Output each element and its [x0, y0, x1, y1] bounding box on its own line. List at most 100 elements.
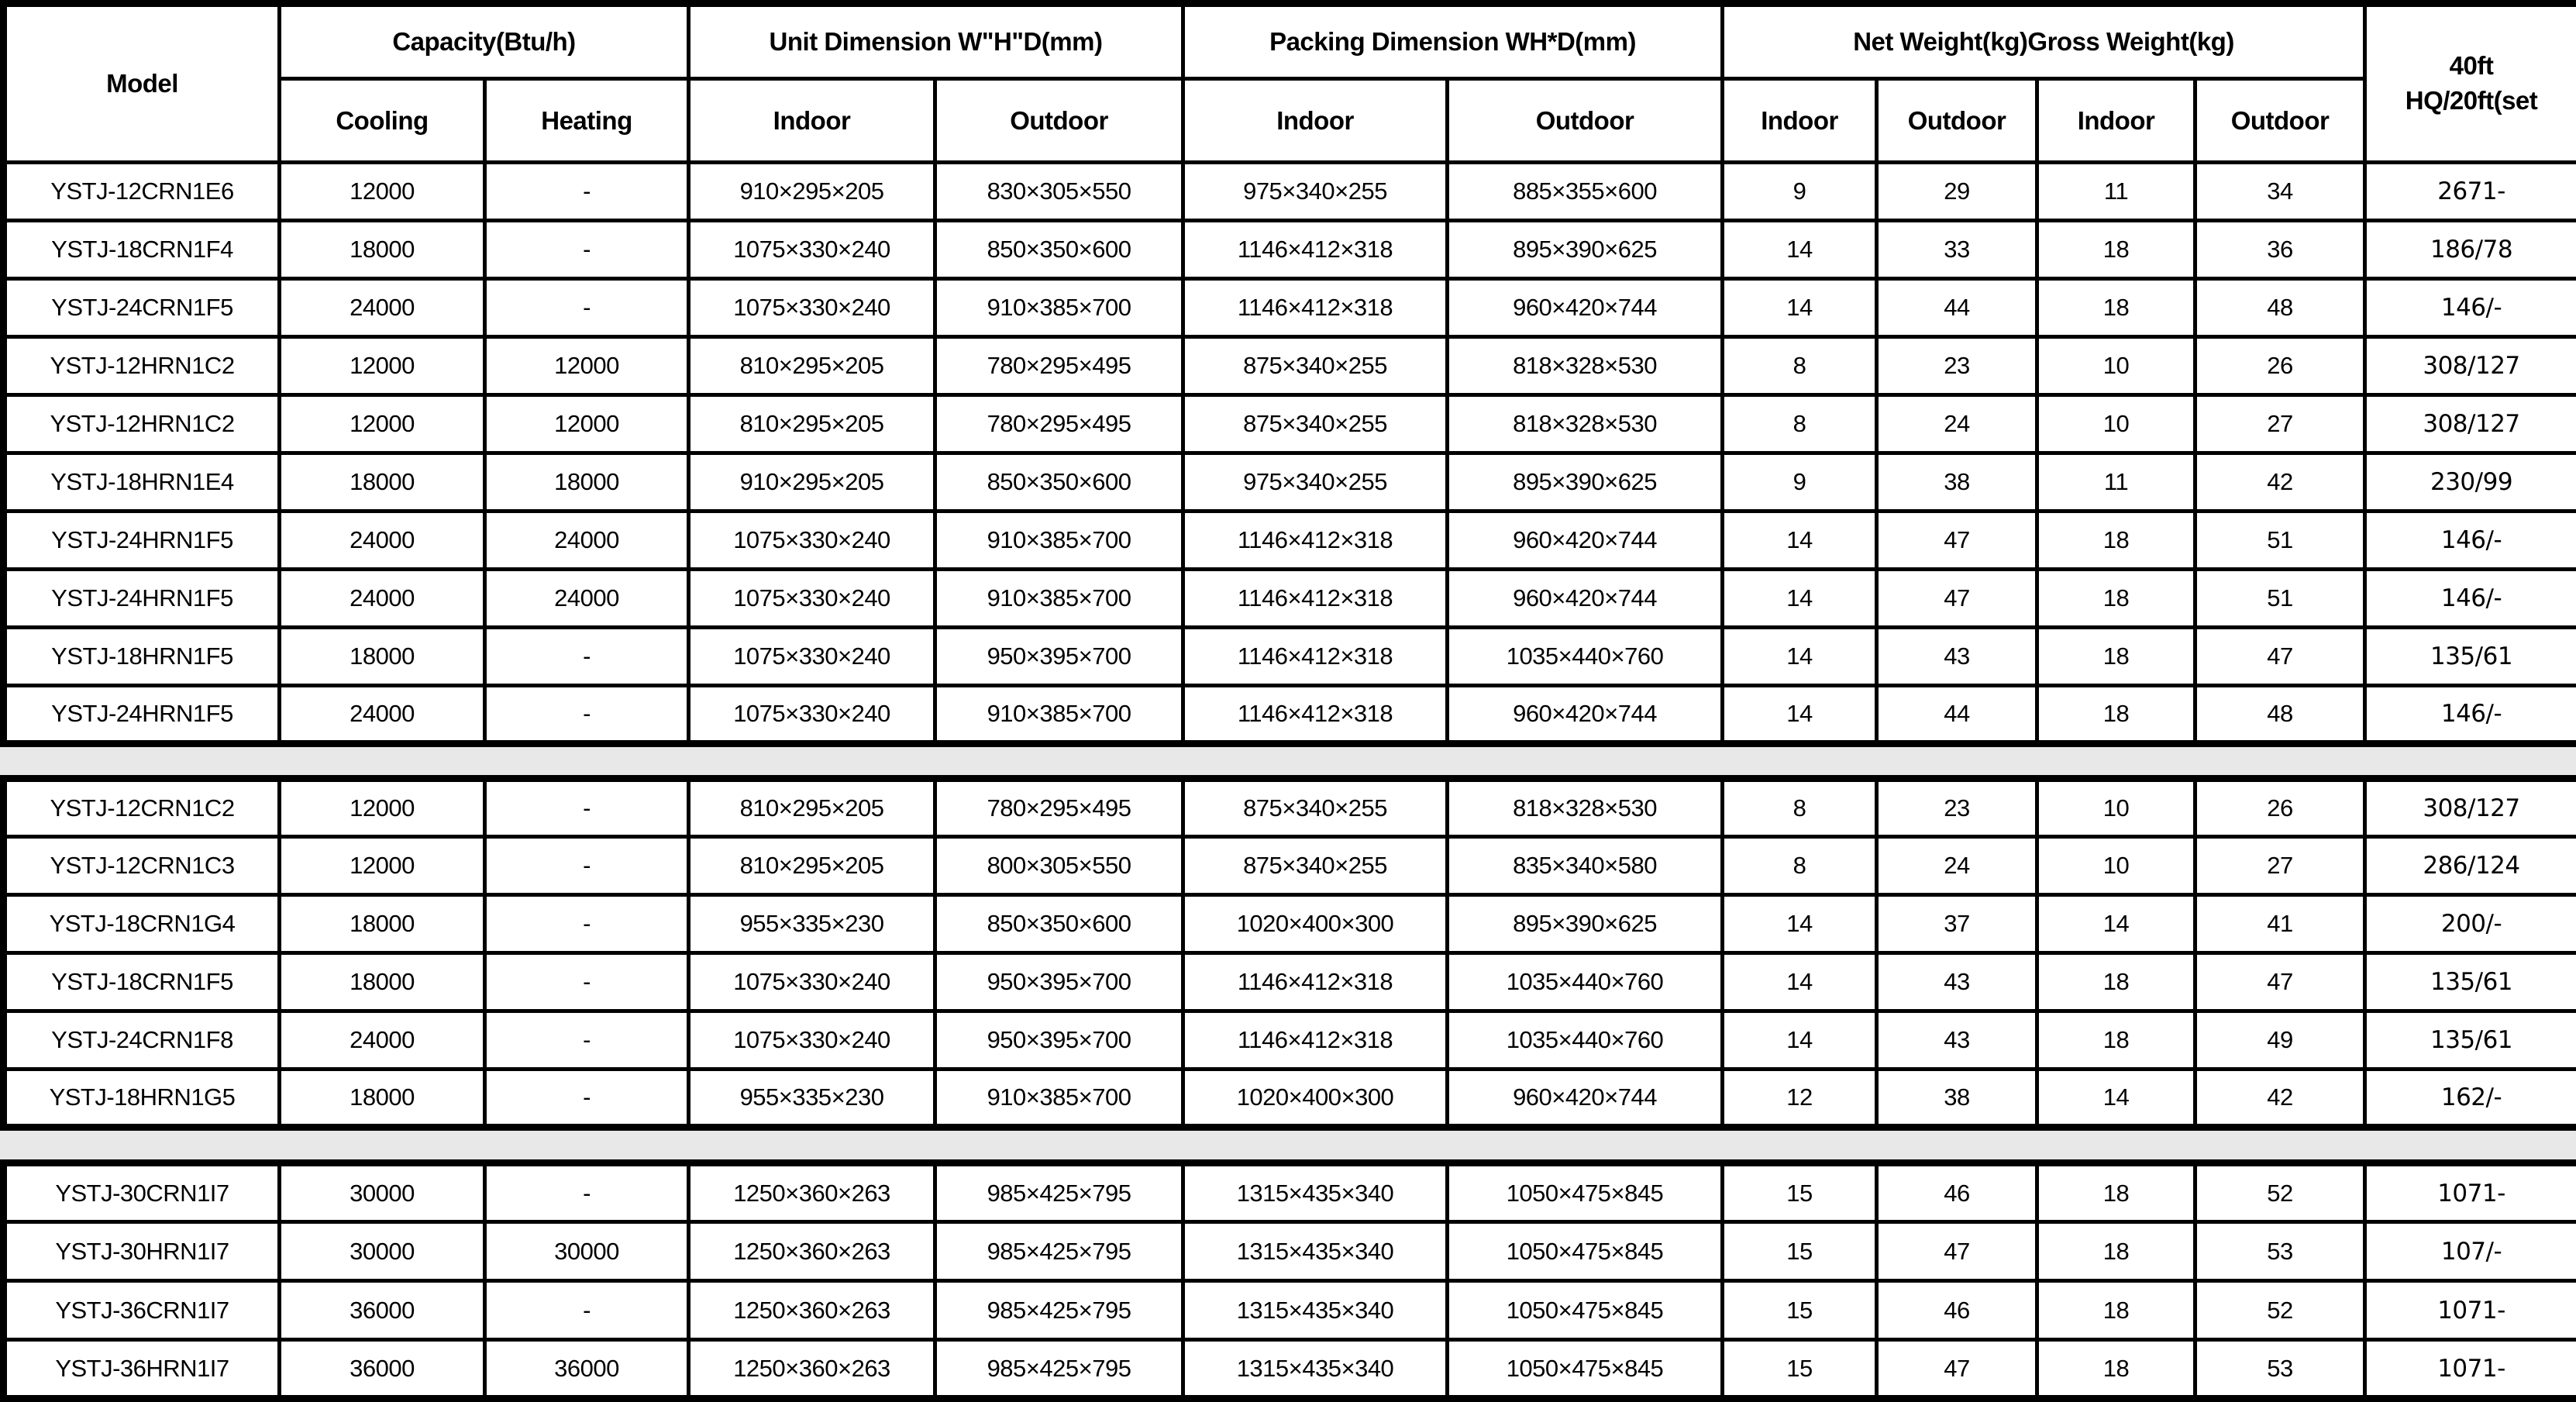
cell-unit-outdoor: 950×395×700 — [935, 953, 1183, 1011]
cell-gross-weight-indoor: 14 — [2037, 1070, 2195, 1128]
cell-net-weight-outdoor: 24 — [1877, 395, 2037, 453]
cell-model: YSTJ-24HRN1F5 — [4, 512, 280, 570]
cell-unit-outdoor: 910×385×700 — [935, 512, 1183, 570]
cell-net-weight-indoor: 15 — [1723, 1340, 1877, 1399]
cell-net-weight-indoor: 14 — [1723, 895, 1877, 953]
cell-packing-indoor: 1146×412×318 — [1183, 1011, 1448, 1070]
cell-container-qty: 286/124 — [2365, 837, 2576, 895]
cell-container-qty: 162/- — [2365, 1070, 2576, 1128]
cell-gross-weight-indoor: 11 — [2037, 163, 2195, 221]
cell-gross-weight-indoor: 10 — [2037, 779, 2195, 837]
cell-container-qty: 1071- — [2365, 1340, 2576, 1399]
cell-heating: - — [485, 895, 689, 953]
cell-model: YSTJ-12CRN1C3 — [4, 837, 280, 895]
header-sub-row: Cooling Heating Indoor Outdoor Indoor Ou… — [4, 79, 2576, 163]
cell-model: YSTJ-12CRN1E6 — [4, 163, 280, 221]
cell-cooling: 18000 — [280, 453, 485, 512]
cell-packing-outdoor: 818×328×530 — [1448, 395, 1723, 453]
cell-gross-weight-outdoor: 27 — [2195, 395, 2365, 453]
cell-unit-outdoor: 780×295×495 — [935, 337, 1183, 395]
cell-gross-weight-outdoor: 53 — [2195, 1222, 2365, 1281]
cell-container-qty: 308/127 — [2365, 779, 2576, 837]
cell-gross-weight-indoor: 18 — [2037, 279, 2195, 337]
header-model: Model — [4, 4, 280, 163]
cell-heating: - — [485, 837, 689, 895]
cell-container-qty: 308/127 — [2365, 337, 2576, 395]
cell-net-weight-outdoor: 23 — [1877, 337, 2037, 395]
cell-model: YSTJ-24CRN1F8 — [4, 1011, 280, 1070]
cell-gross-weight-indoor: 18 — [2037, 1163, 2195, 1222]
header-group-row: Model Capacity(Btu/h) Unit Dimension W"H… — [4, 4, 2576, 79]
cell-unit-outdoor: 950×395×700 — [935, 1011, 1183, 1070]
cell-gross-weight-indoor: 14 — [2037, 895, 2195, 953]
cell-heating: - — [485, 1163, 689, 1222]
cell-packing-indoor: 975×340×255 — [1183, 453, 1448, 512]
cell-unit-outdoor: 850×350×600 — [935, 895, 1183, 953]
cell-net-weight-indoor: 14 — [1723, 686, 1877, 744]
cell-cooling: 18000 — [280, 895, 485, 953]
cell-packing-outdoor: 818×328×530 — [1448, 337, 1723, 395]
cell-model: YSTJ-18CRN1F4 — [4, 221, 280, 279]
cell-container-qty: 146/- — [2365, 570, 2576, 628]
cell-unit-outdoor: 985×425×795 — [935, 1281, 1183, 1340]
cell-container-qty: 135/61 — [2365, 953, 2576, 1011]
cell-gross-weight-indoor: 18 — [2037, 953, 2195, 1011]
cell-net-weight-indoor: 15 — [1723, 1163, 1877, 1222]
cell-container-qty: 200/- — [2365, 895, 2576, 953]
cell-container-qty: 308/127 — [2365, 395, 2576, 453]
cell-model: YSTJ-24HRN1F5 — [4, 570, 280, 628]
cell-gross-weight-outdoor: 42 — [2195, 453, 2365, 512]
cell-unit-indoor: 955×335×230 — [689, 895, 935, 953]
cell-packing-indoor: 1315×435×340 — [1183, 1222, 1448, 1281]
cell-net-weight-outdoor: 44 — [1877, 686, 2037, 744]
cell-heating: - — [485, 686, 689, 744]
cell-packing-indoor: 1146×412×318 — [1183, 512, 1448, 570]
cell-heating: - — [485, 279, 689, 337]
container-qty-line2: HQ/20ft(set — [2367, 84, 2576, 119]
cell-model: YSTJ-18HRN1E4 — [4, 453, 280, 512]
cell-heating: - — [485, 779, 689, 837]
cell-unit-outdoor: 910×385×700 — [935, 279, 1183, 337]
cell-heating: 18000 — [485, 453, 689, 512]
cell-model: YSTJ-18CRN1F5 — [4, 953, 280, 1011]
cell-packing-outdoor: 1050×475×845 — [1448, 1163, 1723, 1222]
cell-model: YSTJ-30CRN1I7 — [4, 1163, 280, 1222]
cell-heating: 24000 — [485, 570, 689, 628]
cell-unit-indoor: 1075×330×240 — [689, 570, 935, 628]
cell-unit-indoor: 910×295×205 — [689, 453, 935, 512]
cell-model: YSTJ-18CRN1G4 — [4, 895, 280, 953]
header-cooling: Cooling — [280, 79, 485, 163]
cell-gross-weight-outdoor: 26 — [2195, 779, 2365, 837]
cell-model: YSTJ-24HRN1F5 — [4, 686, 280, 744]
cell-unit-indoor: 810×295×205 — [689, 395, 935, 453]
cell-packing-indoor: 875×340×255 — [1183, 337, 1448, 395]
cell-unit-indoor: 1250×360×263 — [689, 1281, 935, 1340]
cell-net-weight-outdoor: 44 — [1877, 279, 2037, 337]
cell-packing-indoor: 875×340×255 — [1183, 395, 1448, 453]
cell-gross-weight-indoor: 18 — [2037, 1011, 2195, 1070]
cell-heating: - — [485, 221, 689, 279]
cell-heating: 24000 — [485, 512, 689, 570]
cell-unit-indoor: 810×295×205 — [689, 779, 935, 837]
cell-unit-outdoor: 985×425×795 — [935, 1163, 1183, 1222]
cell-gross-weight-indoor: 18 — [2037, 1281, 2195, 1340]
cell-packing-indoor: 1146×412×318 — [1183, 570, 1448, 628]
cell-unit-outdoor: 800×305×550 — [935, 837, 1183, 895]
cell-packing-outdoor: 960×420×744 — [1448, 570, 1723, 628]
cell-gross-weight-outdoor: 36 — [2195, 221, 2365, 279]
cell-packing-indoor: 1020×400×300 — [1183, 1070, 1448, 1128]
cell-packing-indoor: 1315×435×340 — [1183, 1281, 1448, 1340]
cell-container-qty: 186/78 — [2365, 221, 2576, 279]
cell-cooling: 24000 — [280, 512, 485, 570]
cell-gross-weight-outdoor: 42 — [2195, 1070, 2365, 1128]
header-packing-dimension-group: Packing Dimension WH*D(mm) — [1183, 4, 1723, 79]
cell-cooling: 24000 — [280, 686, 485, 744]
cell-packing-indoor: 875×340×255 — [1183, 837, 1448, 895]
cell-unit-indoor: 1250×360×263 — [689, 1163, 935, 1222]
cell-unit-indoor: 1075×330×240 — [689, 953, 935, 1011]
cell-gross-weight-outdoor: 48 — [2195, 686, 2365, 744]
